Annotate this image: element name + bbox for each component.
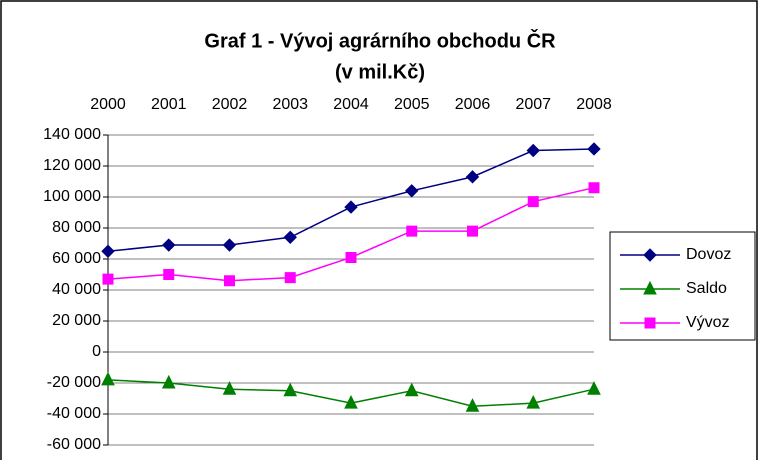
legend-label: Vývoz [686, 314, 730, 331]
marker [101, 244, 115, 258]
y-tick-label: 60 000 [52, 250, 101, 267]
marker [222, 381, 237, 395]
marker [588, 182, 600, 194]
marker [163, 269, 175, 280]
marker [643, 248, 657, 262]
x-tick-label: 2008 [576, 96, 612, 113]
marker [406, 225, 418, 237]
x-tick-label: 2006 [455, 96, 491, 113]
y-tick-label: 0 [92, 343, 101, 360]
marker [344, 395, 358, 409]
marker [644, 317, 656, 329]
x-tick-label: 2003 [272, 96, 308, 113]
y-tick-label: 40 000 [52, 281, 101, 298]
marker [643, 280, 657, 295]
y-tick-label: -40 000 [47, 405, 101, 422]
x-tick-label: 2004 [333, 96, 369, 113]
chart-title: Graf 1 - Vývoj agrárního obchodu ČR [204, 28, 556, 52]
x-tick-label: 2005 [394, 96, 430, 113]
marker [465, 398, 480, 412]
y-tick-label: 120 000 [43, 157, 101, 174]
y-tick-label: 140 000 [43, 126, 101, 143]
y-tick-label: 80 000 [52, 219, 101, 236]
x-tick-label: 2001 [151, 96, 187, 113]
marker [587, 142, 601, 156]
marker [283, 230, 297, 245]
marker [224, 275, 235, 287]
y-tick-label: -60 000 [47, 436, 101, 453]
marker [161, 374, 176, 389]
legend-label: Saldo [686, 280, 727, 297]
marker [345, 251, 357, 263]
x-tick-label: 2007 [515, 96, 551, 113]
legend-label: Dovoz [686, 246, 731, 263]
y-tick-label: 20 000 [52, 312, 101, 329]
marker [222, 238, 237, 252]
marker [283, 382, 298, 397]
marker [526, 395, 541, 409]
marker [284, 272, 296, 284]
marker [467, 225, 478, 237]
x-tick-label: 2000 [90, 96, 126, 113]
marker [405, 184, 419, 198]
chart-subtitle: (v mil.Kč) [335, 61, 425, 83]
legend-box [609, 231, 756, 341]
y-tick-label: 100 000 [43, 188, 101, 205]
marker [162, 238, 176, 252]
y-tick-label: -20 000 [47, 374, 101, 391]
marker [465, 170, 480, 184]
x-tick-label: 2002 [212, 96, 248, 113]
marker [526, 143, 540, 158]
marker [587, 381, 601, 395]
marker [404, 382, 419, 397]
marker [527, 196, 539, 208]
marker [344, 200, 358, 214]
marker [101, 371, 115, 386]
marker [102, 273, 114, 285]
